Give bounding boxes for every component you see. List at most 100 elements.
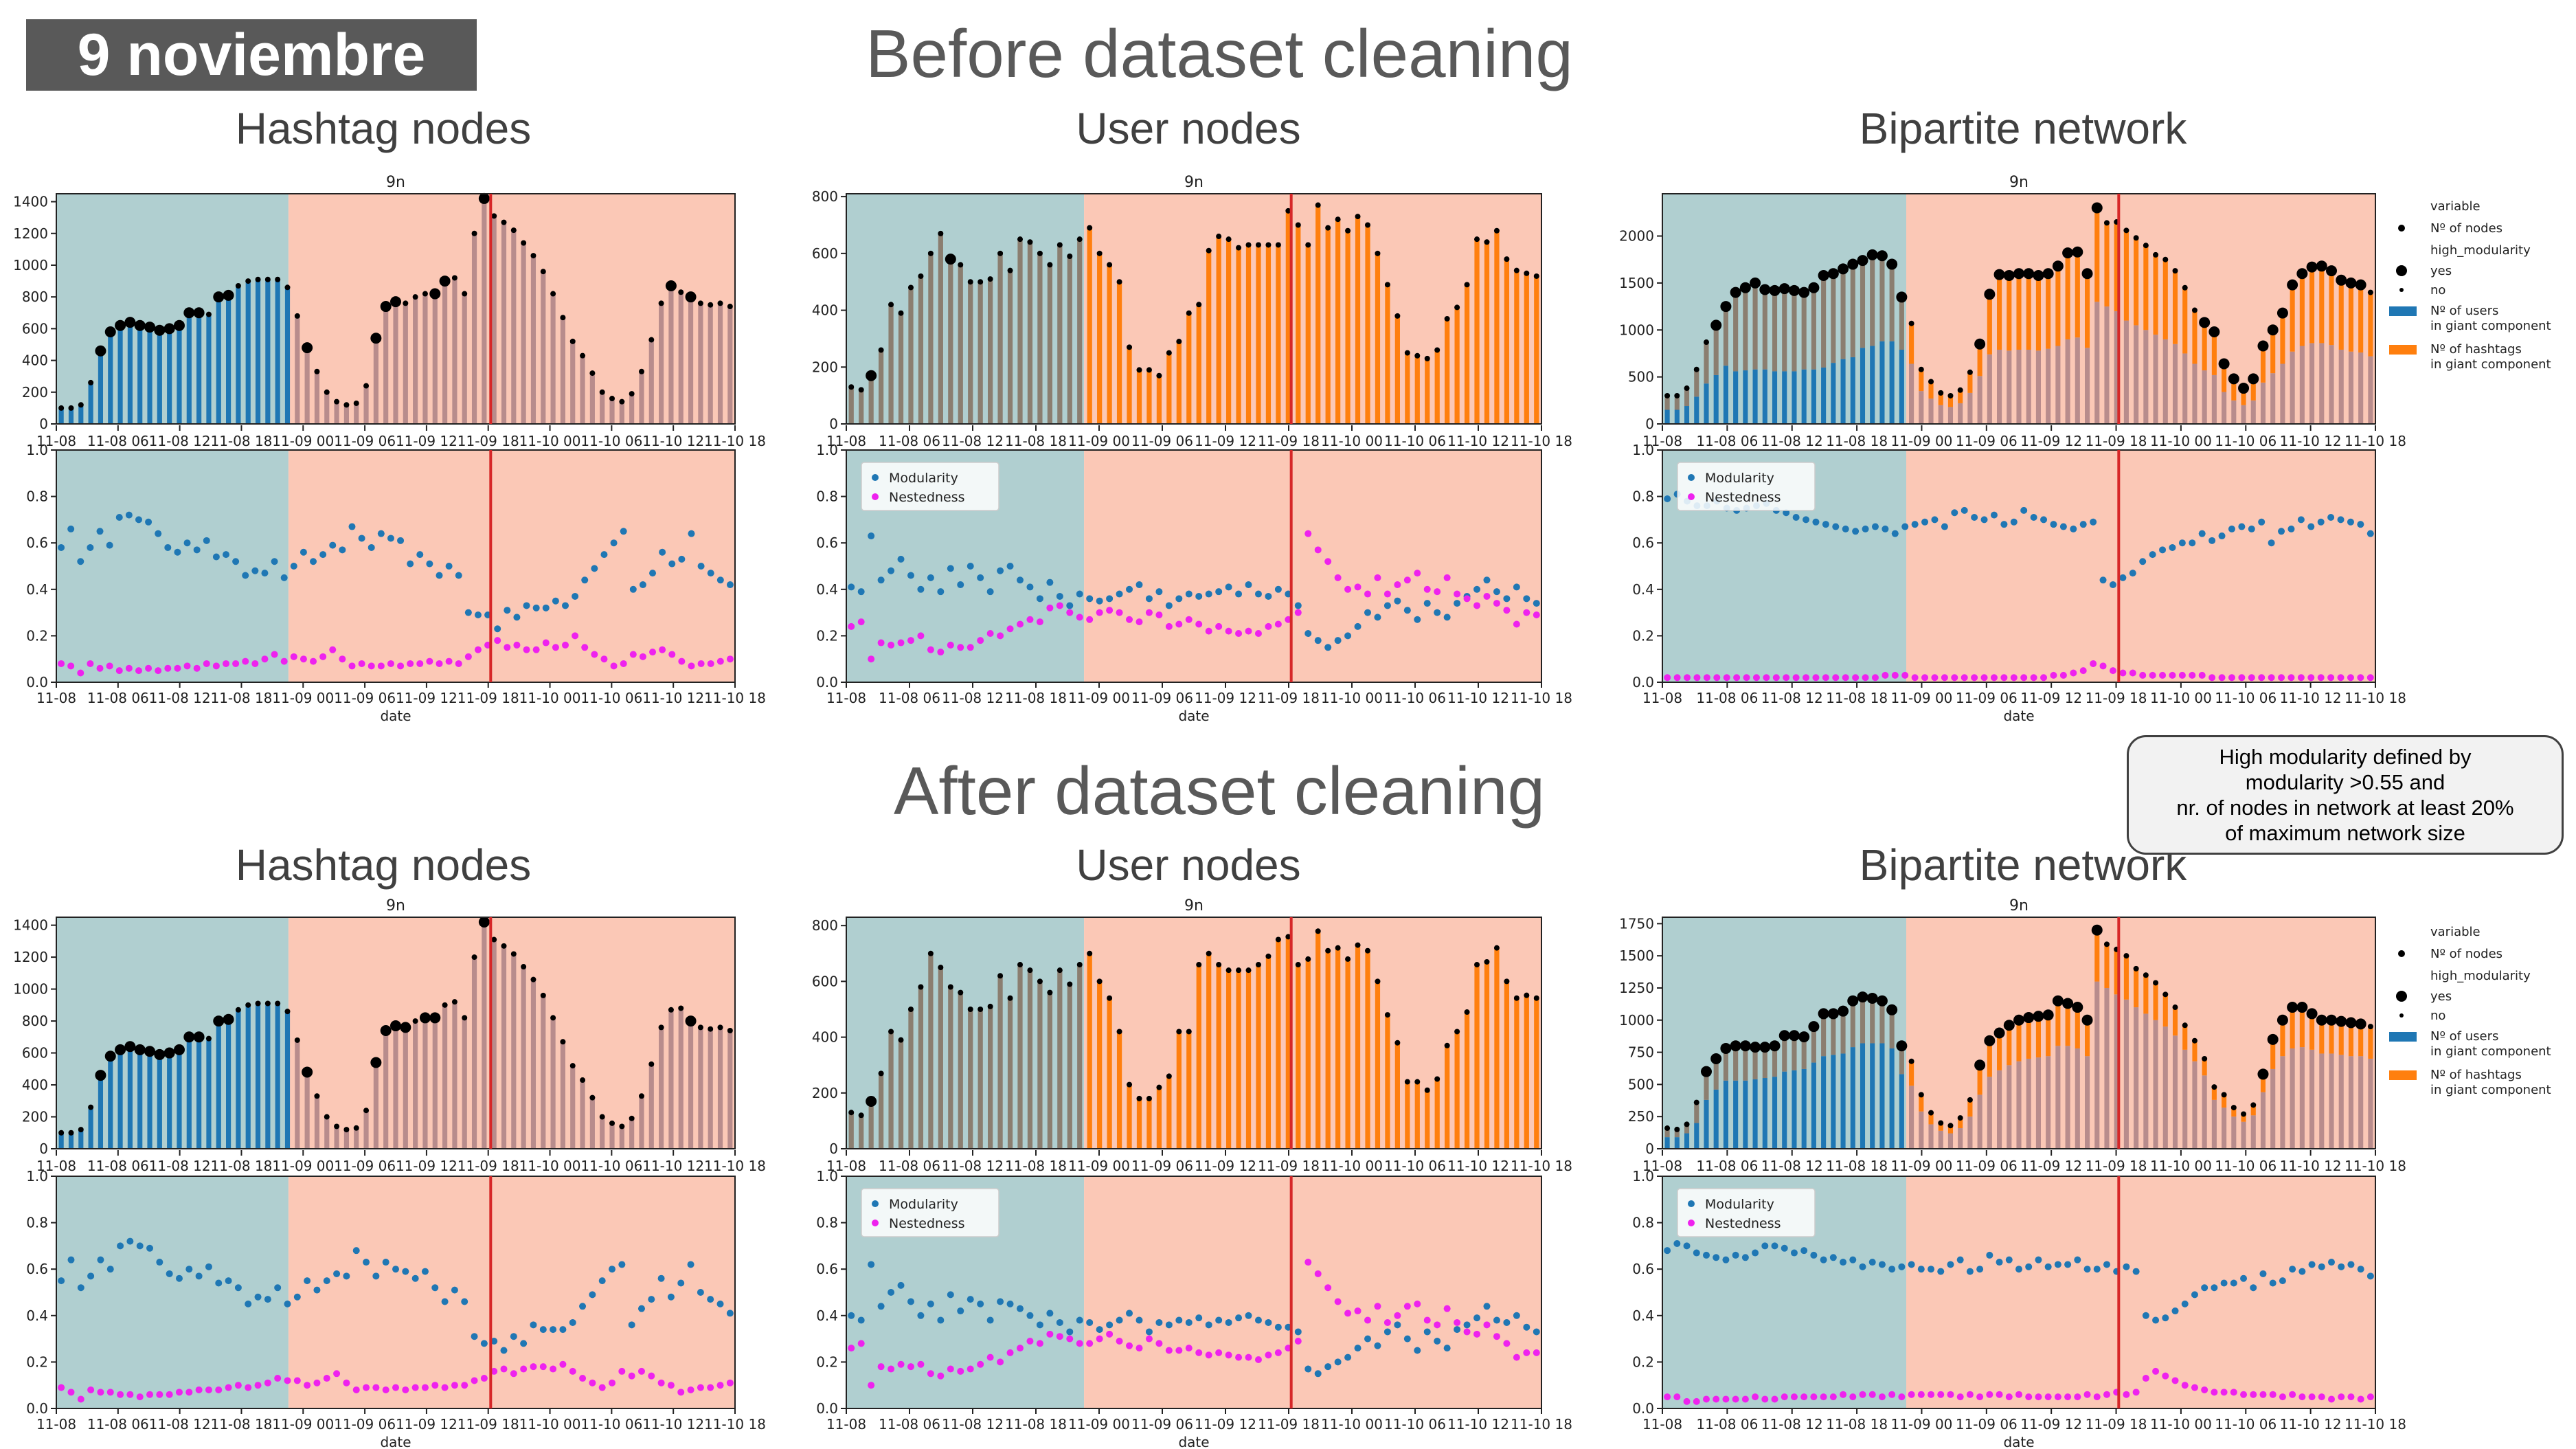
after-hashtag-mod-modularity-point <box>195 1272 203 1280</box>
before-hashtag-mod-nestedness-point <box>600 655 608 663</box>
before-user-node-point <box>1513 267 1519 273</box>
after-user-bar <box>1335 947 1341 1149</box>
after-bip-mod-legend-nestedness: Nestedness <box>1705 1216 1781 1231</box>
after-bip-mod-nestedness-point <box>1713 1395 1720 1403</box>
after-bip-axes-frame <box>1662 917 2376 1149</box>
before-user-node-point <box>1146 367 1152 373</box>
after-bip-mod-modularity-point <box>2211 1284 2218 1292</box>
after-bip-node-point <box>1808 1021 1820 1033</box>
before-user-mod-nestedness-point <box>1423 585 1431 593</box>
after-hashtag-mod-modularity-point <box>97 1256 104 1263</box>
before-bip-bar-hashtags <box>2084 273 2090 348</box>
before-user-mod-legend-nestedness-marker <box>872 493 879 500</box>
after-hashtag-node-point <box>58 1130 65 1136</box>
after-user-mod-modularity-point <box>1523 1323 1530 1331</box>
before-hashtag-mod-nestedness-point <box>629 651 637 658</box>
before-bip-bar-hashtags <box>2250 379 2256 401</box>
after-hashtag-mod-nestedness-point <box>284 1377 291 1384</box>
after-hashtag-bar <box>393 1026 398 1149</box>
after-hashtag-node-point <box>95 1070 106 1081</box>
before-hashtag-bar <box>108 332 113 424</box>
before-bip-mod-modularity-point <box>2337 516 2345 524</box>
after-bip-bar-users <box>2211 1099 2217 1149</box>
after-bip-mod-nestedness-point <box>1790 1393 1798 1401</box>
before-user-mod-modularity-point <box>868 532 875 540</box>
before-user-mod-nestedness-point <box>997 632 1004 640</box>
after-user-bar <box>1047 992 1052 1149</box>
before-user-node-point <box>1493 227 1500 234</box>
after-bip-mod-legend-box <box>1677 1188 1816 1237</box>
after-bip-mod-modularity-point <box>1664 1247 1671 1255</box>
after-user-mod-xtick-label: 11-09 00 <box>1068 1416 1130 1433</box>
after-user-mod-nestedness-point <box>907 1363 914 1371</box>
before-user-mod-nestedness-point <box>947 641 954 649</box>
before-hashtag-mod-modularity-point <box>659 548 666 556</box>
after-bip-mod-nestedness-point <box>2318 1393 2325 1401</box>
before-bip-bar-users <box>2046 348 2051 424</box>
before-bip-bar-users <box>2241 405 2246 424</box>
before-user-bar <box>948 259 953 424</box>
after-hashtag-mod-nestedness-point <box>67 1389 75 1396</box>
after-bip-mod-nestedness-point <box>2162 1372 2169 1380</box>
before-bip-mod-modularity-point <box>1980 516 1988 524</box>
after-bip-bar-hashtags <box>1704 1071 1709 1100</box>
after-bip-bar-users <box>2329 1053 2334 1149</box>
after-bip-node-point <box>2023 1012 2035 1024</box>
before-user-node-point <box>1424 355 1430 361</box>
after-bip-bar-hashtags <box>2143 975 2149 1014</box>
before-user-bar-xtick-label: 11-10 12 <box>1447 433 1509 449</box>
after-hashtag-mod-xlabel: date <box>380 1434 411 1449</box>
after-user-mod-nestedness-point <box>1026 1337 1034 1345</box>
before-user-mod-xtick-label: 11-10 00 <box>1321 690 1383 706</box>
before-bip-bar-hashtags <box>2202 322 2207 371</box>
after-user-bar <box>859 1115 864 1149</box>
after-hashtag-mod-nestedness-point <box>146 1391 154 1398</box>
after-bip-mod-modularity-point <box>2240 1274 2248 1282</box>
before-hashtag-mod-modularity-point <box>426 560 433 568</box>
before-bip-bar-users <box>1997 349 2002 424</box>
before-user-bar <box>1394 315 1400 424</box>
before-hashtag-node-point <box>294 313 300 319</box>
before-bip-node-point <box>2072 246 2083 258</box>
before-bip-mod-nestedness-point <box>2198 671 2206 679</box>
after-user-mod-xtick-label: 11-08 12 <box>942 1416 1004 1433</box>
before-bip-mod-xlabel: date <box>2003 708 2034 724</box>
before-bip-mod-modularity-point <box>2178 539 2186 547</box>
before-user-bar <box>968 282 973 424</box>
after-hashtag-mod-nestedness-point <box>352 1386 360 1393</box>
before-bip-mod-nestedness-point <box>1752 674 1760 682</box>
before-bip-bar-hashtags <box>2153 254 2158 335</box>
after-user-bar <box>1484 961 1490 1149</box>
after-bip-bar-hashtags <box>2368 1026 2373 1059</box>
before-user-node-point <box>1524 270 1530 276</box>
after-user-node-point <box>858 1112 864 1119</box>
after-user-node-point <box>1007 995 1013 1001</box>
after-user-mod-nestedness-point <box>986 1353 994 1361</box>
before-bip-bar-hashtags <box>2290 284 2295 352</box>
after-user-mod-nestedness-point <box>1056 1333 1063 1340</box>
before-bip-node-point <box>1703 339 1709 346</box>
after-user-mod-nestedness-point <box>1116 1337 1123 1345</box>
after-bip-bar-users <box>1792 1070 1797 1149</box>
after-hashtag-mod-nestedness-point <box>589 1379 596 1386</box>
before-hashtag-mod-xtick-label: 11-09 18 <box>457 690 519 706</box>
before-user-mod-nestedness-point <box>1056 602 1063 609</box>
after-bip-bar-users <box>2143 1013 2149 1149</box>
before-user-mod-modularity-point <box>1394 597 1401 605</box>
after-user-mod-modularity-point <box>1145 1328 1153 1336</box>
before-hashtag-mod-nestedness-point <box>668 651 676 658</box>
after-hashtag-bar <box>462 1018 467 1149</box>
after-hashtag-node-point <box>363 1108 370 1114</box>
before-bip-mod-modularity-point <box>1871 523 1879 530</box>
before-bip-bar-hashtags <box>1967 372 1973 393</box>
before-bip-bar-users <box>2329 345 2334 424</box>
after-bip-mod-modularity-point <box>2142 1312 2149 1319</box>
after-user-mod-xtick-label: 11-10 18 <box>1511 1416 1572 1433</box>
after-user-bar <box>1176 1031 1182 1149</box>
before-user-mod-xtick-label: 11-09 06 <box>1131 690 1193 706</box>
before-hashtag-node-point <box>609 396 615 402</box>
after-user-mod-modularity-point <box>1235 1314 1243 1322</box>
after-bip-node-point <box>2191 1037 2197 1044</box>
after-bip-mod-modularity-point <box>2044 1263 2052 1270</box>
before-user-mod-nestedness-point <box>868 655 875 663</box>
